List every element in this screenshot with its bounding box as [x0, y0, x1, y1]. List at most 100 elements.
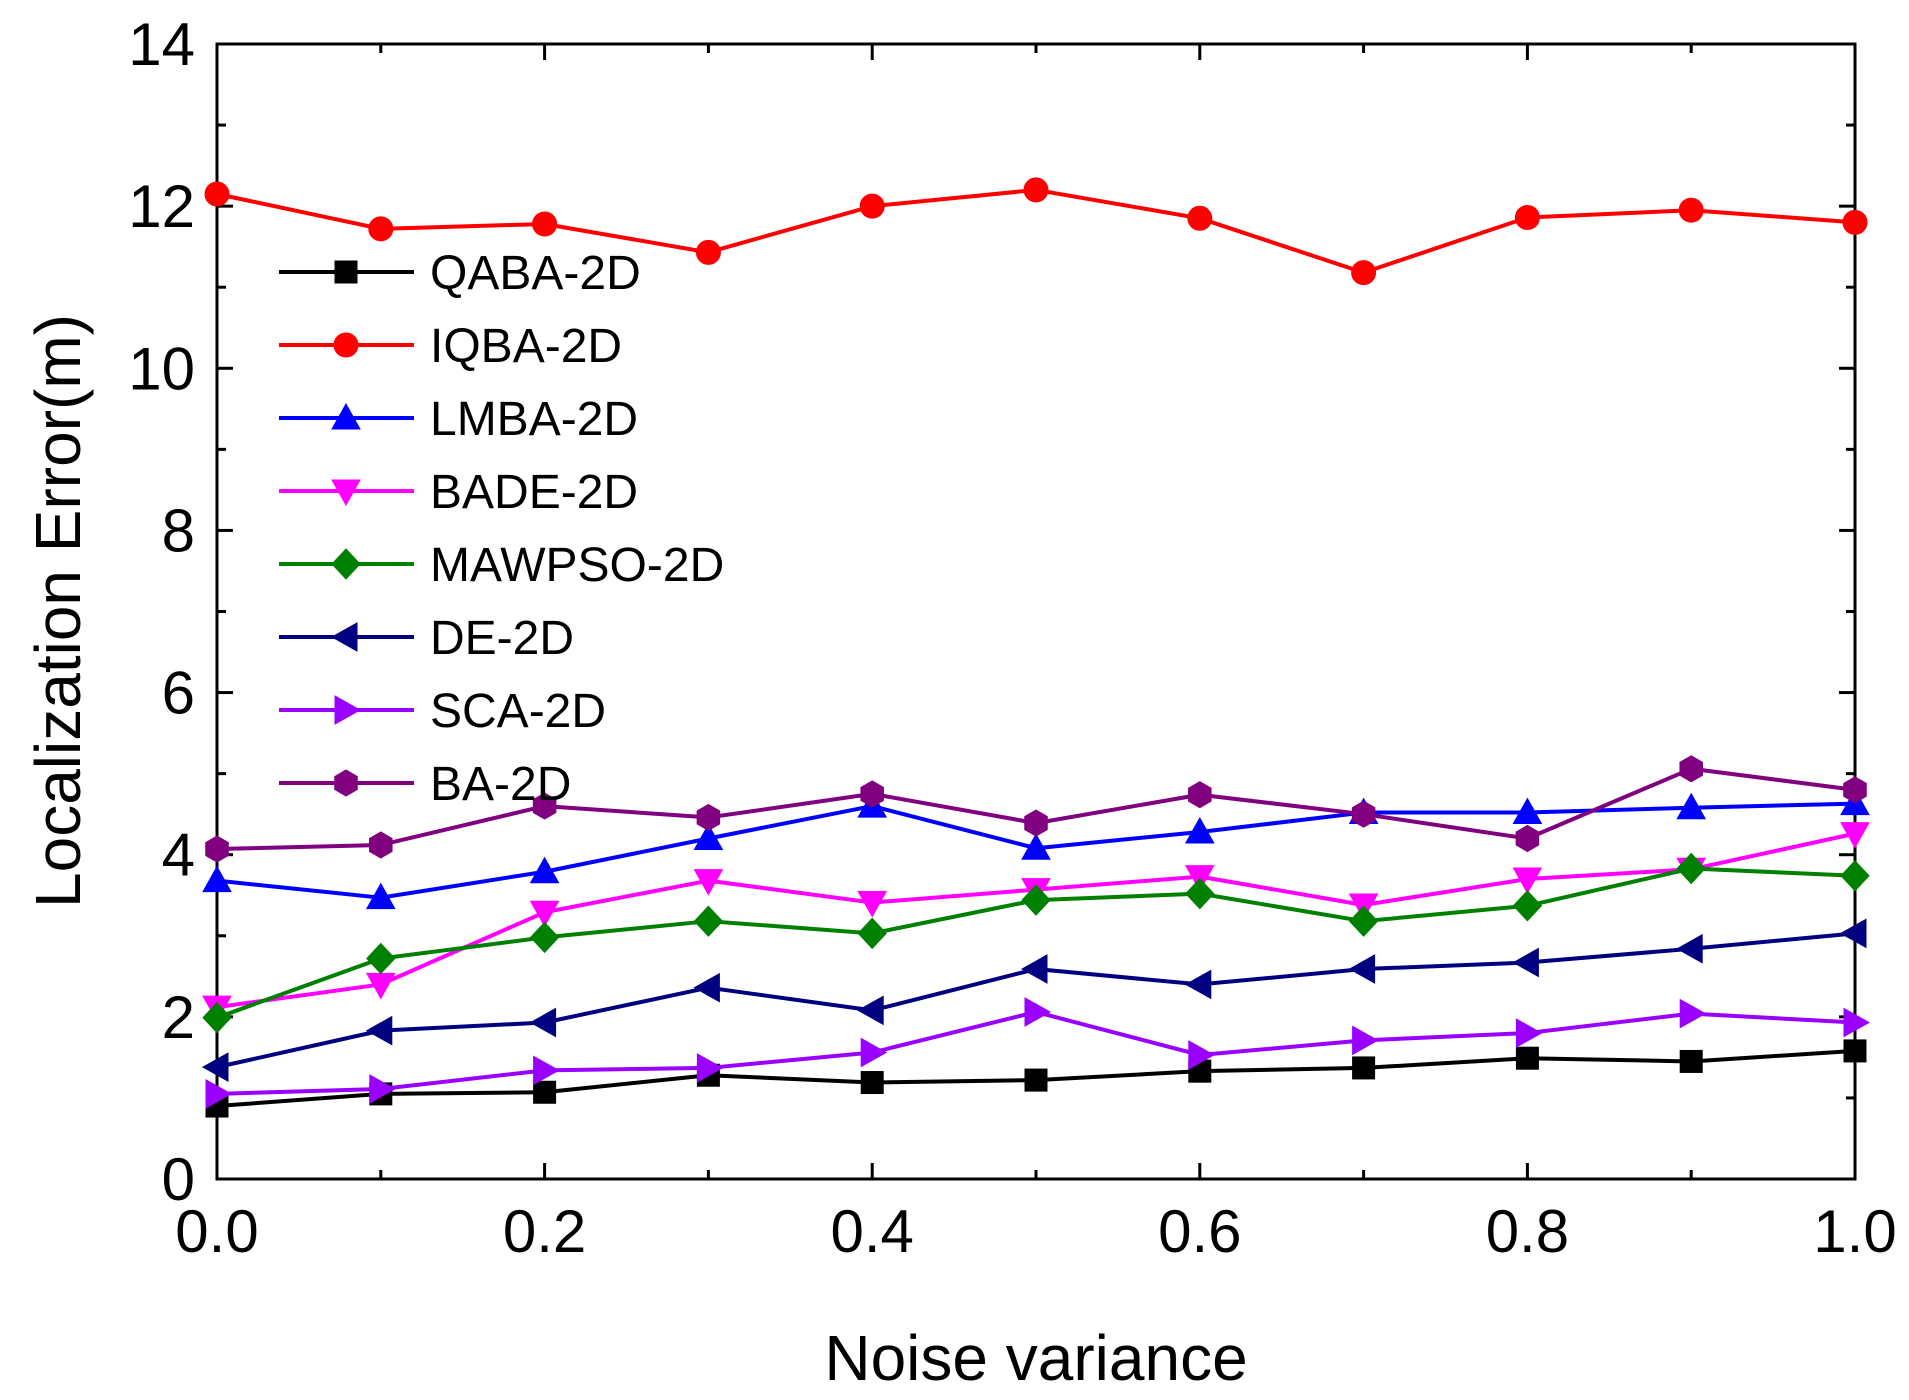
- y-tick-label: 6: [162, 660, 195, 727]
- data-point-ba-2d: [532, 792, 557, 820]
- series-mawpso-2d: [202, 852, 1870, 1034]
- data-point-iqba-2d: [859, 193, 885, 219]
- y-tick-label: 10: [128, 335, 195, 402]
- legend-label-bade-2d: BADE-2D: [430, 466, 638, 519]
- data-point-lmba-2d: [202, 865, 232, 893]
- legend-label-qaba-2d: QABA-2D: [430, 247, 641, 300]
- legend-item-de-2d: DE-2D: [279, 612, 574, 665]
- legend-marker-mawpso-2d: [331, 548, 361, 580]
- data-point-mawpso-2d: [1348, 905, 1379, 937]
- data-point-sca-2d: [1188, 1040, 1215, 1070]
- legend-item-lmba-2d: LMBA-2D: [279, 393, 638, 446]
- data-point-iqba-2d: [1678, 197, 1704, 223]
- data-point-sca-2d: [369, 1074, 396, 1104]
- data-point-iqba-2d: [1351, 260, 1377, 286]
- data-point-de-2d: [1184, 969, 1212, 1000]
- data-point-lmba-2d: [693, 823, 724, 850]
- data-point-sca-2d: [1843, 1007, 1871, 1038]
- data-point-de-2d: [529, 1007, 557, 1038]
- series-de-2d: [201, 918, 1867, 1082]
- y-axis-title: Localization Error(m): [22, 314, 94, 908]
- data-point-mawpso-2d: [202, 1001, 232, 1034]
- legend-item-iqba-2d: IQBA-2D: [279, 320, 622, 373]
- legend-marker-ba-2d: [334, 769, 358, 797]
- data-point-qaba-2d: [1515, 1046, 1539, 1070]
- data-point-sca-2d: [533, 1055, 560, 1086]
- data-point-ba-2d: [1679, 755, 1703, 783]
- x-axis-title: Noise variance: [824, 1322, 1247, 1394]
- data-point-qaba-2d: [533, 1080, 557, 1104]
- data-point-sca-2d: [696, 1053, 724, 1083]
- data-point-bade-2d: [529, 900, 560, 928]
- data-point-bade-2d: [1840, 822, 1870, 849]
- data-point-de-2d: [857, 995, 884, 1026]
- data-point-qaba-2d: [1679, 1049, 1703, 1073]
- data-point-mawpso-2d: [1840, 860, 1870, 892]
- data-point-lmba-2d: [529, 856, 560, 884]
- y-tick-label: 4: [162, 822, 195, 889]
- x-tick-label: 0.4: [830, 1198, 913, 1265]
- data-point-ba-2d: [1351, 800, 1376, 828]
- legend: QABA-2D IQBA-2D LMBA-2D BADE-2D MAWPSO-2D DE-…: [279, 247, 724, 811]
- data-point-de-2d: [1839, 918, 1867, 949]
- x-axis: 0.0 0.2 0.4 0.6 0.8 1.0: [175, 44, 1897, 1265]
- data-point-de-2d: [693, 972, 720, 1003]
- data-point-sca-2d: [1515, 1018, 1543, 1048]
- data-point-lmba-2d: [1676, 792, 1707, 820]
- data-point-sca-2d: [205, 1079, 233, 1109]
- x-tick-label: 0.2: [503, 1198, 586, 1265]
- data-point-iqba-2d: [204, 181, 230, 207]
- data-point-mawpso-2d: [366, 942, 396, 975]
- data-point-mawpso-2d: [529, 921, 560, 954]
- data-point-ba-2d: [205, 835, 229, 863]
- data-point-bade-2d: [693, 869, 724, 896]
- data-point-de-2d: [1512, 947, 1539, 978]
- x-tick-label: 0.8: [1486, 1198, 1569, 1265]
- series-ba-2d: [205, 755, 1867, 863]
- legend-marker-lmba-2d: [331, 402, 361, 430]
- legend-label-de-2d: DE-2D: [430, 612, 574, 665]
- data-point-ba-2d: [1024, 809, 1048, 837]
- data-point-iqba-2d: [1023, 177, 1049, 203]
- legend-marker-bade-2d: [331, 479, 361, 507]
- legend-item-ba-2d: BA-2D: [279, 758, 571, 811]
- data-point-iqba-2d: [532, 211, 558, 237]
- x-tick-label: 0.6: [1158, 1198, 1241, 1265]
- legend-marker-de-2d: [330, 622, 358, 652]
- y-tick-label: 2: [162, 984, 195, 1051]
- data-point-sca-2d: [1679, 998, 1707, 1029]
- data-series: [201, 177, 1871, 1118]
- data-point-lmba-2d: [365, 882, 396, 910]
- y-tick-label: 8: [162, 497, 195, 564]
- data-point-sca-2d: [1352, 1025, 1379, 1056]
- legend-item-qaba-2d: QABA-2D: [279, 247, 641, 300]
- legend-label-iqba-2d: IQBA-2D: [430, 320, 622, 373]
- data-point-mawpso-2d: [857, 917, 887, 950]
- data-point-iqba-2d: [695, 239, 721, 265]
- x-tick-label: 0.0: [175, 1198, 258, 1265]
- data-point-sca-2d: [1024, 997, 1052, 1027]
- legend-label-mawpso-2d: MAWPSO-2D: [430, 539, 724, 592]
- data-point-sca-2d: [860, 1037, 888, 1068]
- legend-label-ba-2d: BA-2D: [430, 758, 571, 811]
- data-point-mawpso-2d: [1021, 884, 1051, 916]
- legend-marker-iqba-2d: [333, 332, 359, 358]
- legend-item-mawpso-2d: MAWPSO-2D: [279, 539, 724, 592]
- legend-label-sca-2d: SCA-2D: [430, 685, 606, 738]
- y-tick-label: 12: [128, 173, 195, 240]
- data-point-bade-2d: [857, 891, 888, 918]
- y-tick-label: 14: [128, 11, 195, 78]
- legend-item-bade-2d: BADE-2D: [279, 466, 638, 519]
- data-point-ba-2d: [1843, 776, 1867, 804]
- legend-label-lmba-2d: LMBA-2D: [430, 393, 638, 446]
- data-point-qaba-2d: [1352, 1056, 1376, 1080]
- data-point-iqba-2d: [368, 216, 394, 242]
- series-iqba-2d: [204, 177, 1868, 286]
- data-point-lmba-2d: [1512, 797, 1543, 825]
- y-axis: 0 2 4 6 8 10 12 14: [128, 11, 1855, 1213]
- x-tick-label: 1.0: [1813, 1198, 1896, 1265]
- legend-marker-qaba-2d: [334, 260, 358, 284]
- data-point-qaba-2d: [1024, 1068, 1048, 1092]
- data-point-iqba-2d: [1842, 209, 1868, 235]
